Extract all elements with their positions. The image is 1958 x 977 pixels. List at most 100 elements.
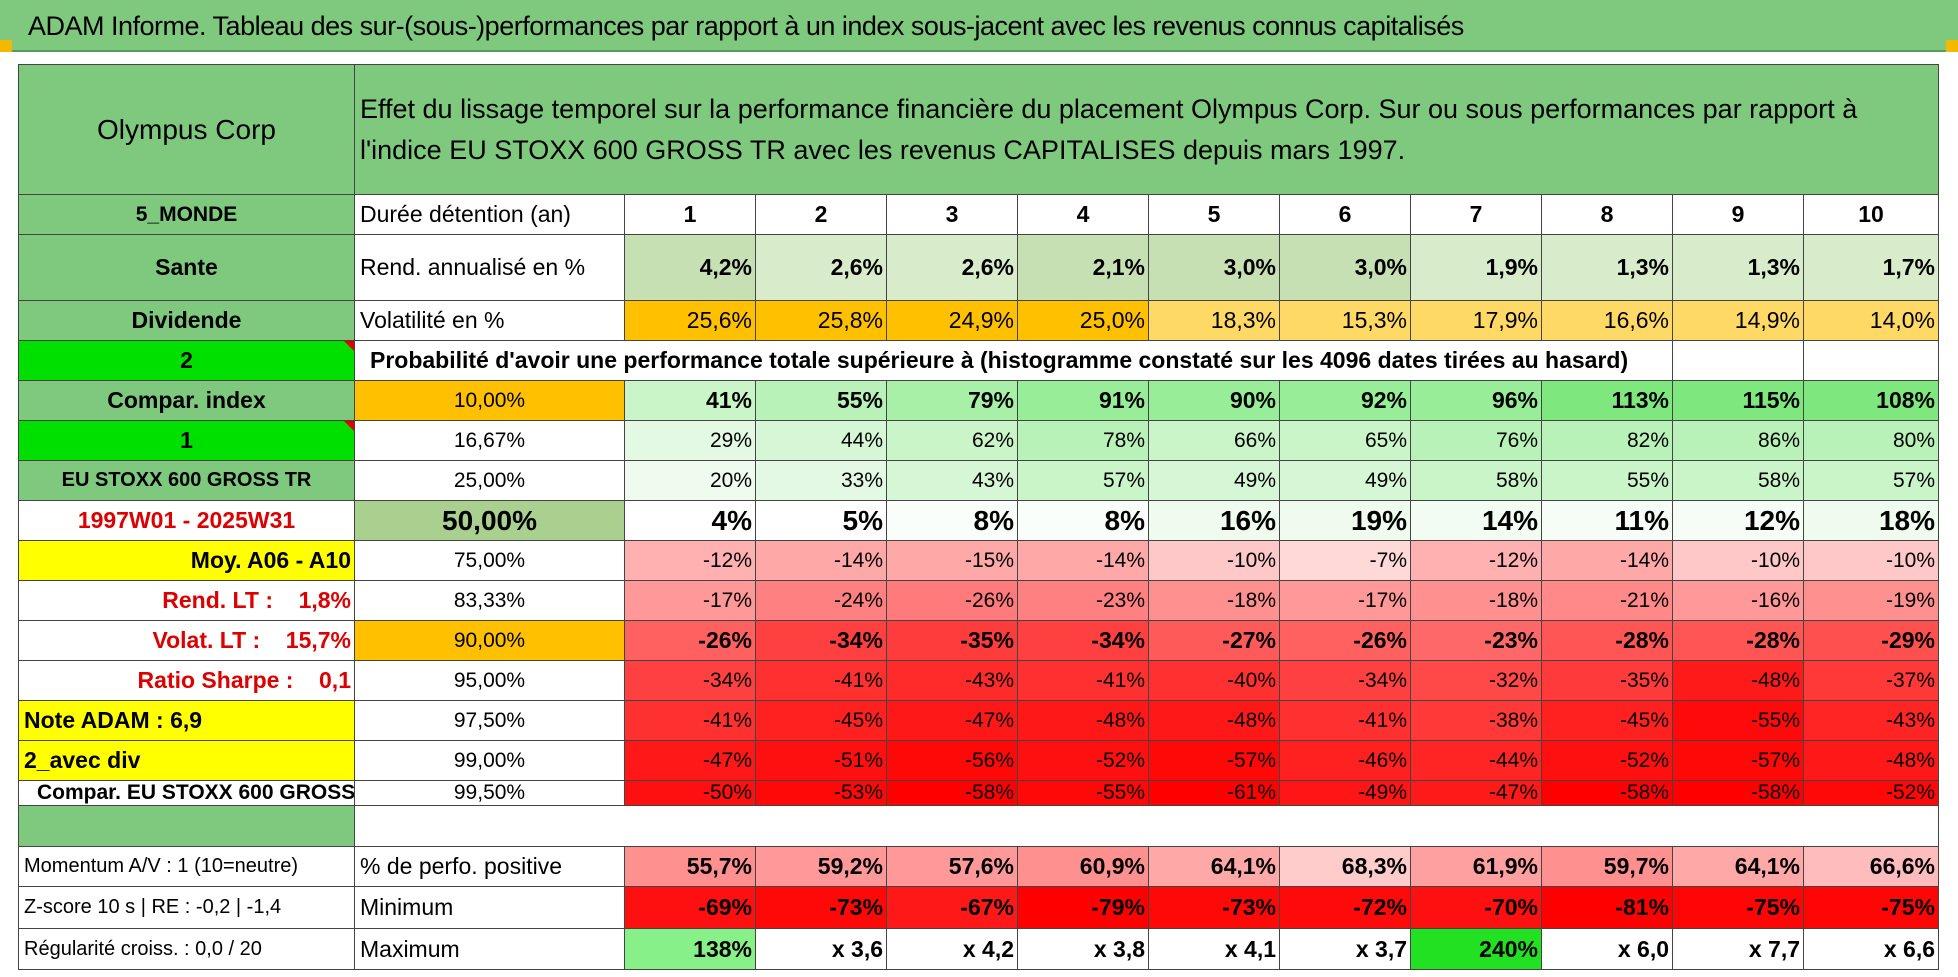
percentile-value: -41% [756,661,887,701]
percentile-value: -55% [1018,781,1149,806]
positive-perf-value: 59,7% [1542,847,1673,887]
percentile-value: -47% [1411,781,1542,806]
percentile-value: -49% [1280,781,1411,806]
percentile-value: 82% [1542,421,1673,461]
volatility-label: Volatilité en % [355,301,625,341]
maximum-label: Maximum [355,929,625,970]
percentile-value: 29% [625,421,756,461]
percentile-value: -40% [1149,661,1280,701]
percentile-value: -58% [1542,781,1673,806]
dividend-mode: 2_avec div [19,741,355,781]
maximum-value: x 3,8 [1018,929,1149,970]
percentile-value: -58% [1673,781,1804,806]
percentile-value: -52% [1018,741,1149,781]
percentile-value: -14% [1542,541,1673,581]
percentile-value: -48% [1149,701,1280,741]
performance-table: Olympus Corp Effet du lissage temporel s… [18,64,1939,970]
percentile-value: -43% [1804,701,1939,741]
percentile-value: -41% [1018,661,1149,701]
percentile-value: -34% [1280,661,1411,701]
company-name-cell: Olympus Corp [19,65,355,195]
choice-b-dropdown[interactable]: 1 [19,421,355,461]
percentile-value: -43% [887,661,1018,701]
positive-perf-value: 57,6% [887,847,1018,887]
percentile-value: -17% [1280,581,1411,621]
percentile-value: -35% [887,621,1018,661]
percentile-value: -19% [1804,581,1939,621]
percentile-value: 92% [1280,381,1411,421]
regularite-cell: Régularité croiss. : 0,0 / 20 [19,929,355,970]
percentile-value: -48% [1018,701,1149,741]
percentile-value: 58% [1673,461,1804,501]
year-header-cell: 1 [625,195,756,235]
annualized-return-value: 3,0% [1280,235,1411,301]
volatility-value: 16,6% [1542,301,1673,341]
minimum-label: Minimum [355,887,625,929]
maximum-value: x 3,6 [756,929,887,970]
maximum-value: 240% [1411,929,1542,970]
percentile-value: -23% [1411,621,1542,661]
percentile-value: 16% [1149,501,1280,541]
percentile-value: -15% [887,541,1018,581]
percentile-value: 79% [887,381,1018,421]
positive-perf-value: 55,7% [625,847,756,887]
region-cell: 5_MONDE [19,195,355,235]
positive-perf-value: 60,9% [1018,847,1149,887]
percentile-value: -32% [1411,661,1542,701]
percentile-value: -55% [1673,701,1804,741]
percentile-value: -26% [1280,621,1411,661]
annualized-return-value: 1,7% [1804,235,1939,301]
percentile-value: -45% [1542,701,1673,741]
minimum-value: -73% [756,887,887,929]
percentile-level: 83,33% [355,581,625,621]
volatility-value: 14,0% [1804,301,1939,341]
empty-cell [1804,341,1939,381]
percentile-value: -14% [1018,541,1149,581]
percentile-value: -61% [1149,781,1280,806]
annualized-return-label: Rend. annualisé en % [355,235,625,301]
percentile-value: 80% [1804,421,1939,461]
table-description: Effet du lissage temporel sur la perform… [355,65,1939,195]
percentile-level: 16,67% [355,421,625,461]
adam-score: Note ADAM : 6,9 [19,701,355,741]
percentile-value: -10% [1673,541,1804,581]
volatility-value: 24,9% [887,301,1018,341]
percentile-value: -35% [1542,661,1673,701]
percentile-value: -44% [1411,741,1542,781]
probability-title: Probabilité d'avoir une performance tota… [355,341,1673,381]
percentile-value: 41% [625,381,756,421]
index-name-cell: EU STOXX 600 GROSS TR [19,461,355,501]
maximum-value: x 6,6 [1804,929,1939,970]
percentile-value: -24% [756,581,887,621]
report-title-banner: ADAM Informe. Tableau des sur-(sous-)per… [0,0,1958,52]
percentile-value: -27% [1149,621,1280,661]
year-header-cell: 8 [1542,195,1673,235]
percentile-value: -26% [887,581,1018,621]
holding-duration-label: Durée détention (an) [355,195,625,235]
percentile-value: 44% [756,421,887,461]
percentile-value: -7% [1280,541,1411,581]
year-header-cell: 10 [1804,195,1939,235]
long-term-return: Rend. LT : 1,8% [19,581,355,621]
annualized-return-value: 1,3% [1673,235,1804,301]
annualized-return-value: 1,9% [1411,235,1542,301]
percentile-value: 55% [756,381,887,421]
type-cell: Dividende [19,301,355,341]
percentile-level: 50,00% [355,501,625,541]
positive-perf-value: 68,3% [1280,847,1411,887]
percentile-value: 49% [1149,461,1280,501]
volatility-value: 15,3% [1280,301,1411,341]
percentile-value: 78% [1018,421,1149,461]
percentile-value: -47% [625,741,756,781]
percentile-value: 18% [1804,501,1939,541]
percentile-level: 95,00% [355,661,625,701]
percentile-value: -53% [756,781,887,806]
long-term-volatility: Volat. LT : 15,7% [19,621,355,661]
percentile-value: 33% [756,461,887,501]
sharpe-ratio: Ratio Sharpe : 0,1 [19,661,355,701]
year-header-cell: 6 [1280,195,1411,235]
choice-a-dropdown[interactable]: 2 [19,341,355,381]
percentile-level: 99,50% [355,781,625,806]
compar-index-label: Compar. index [19,381,355,421]
annualized-return-value: 2,6% [887,235,1018,301]
